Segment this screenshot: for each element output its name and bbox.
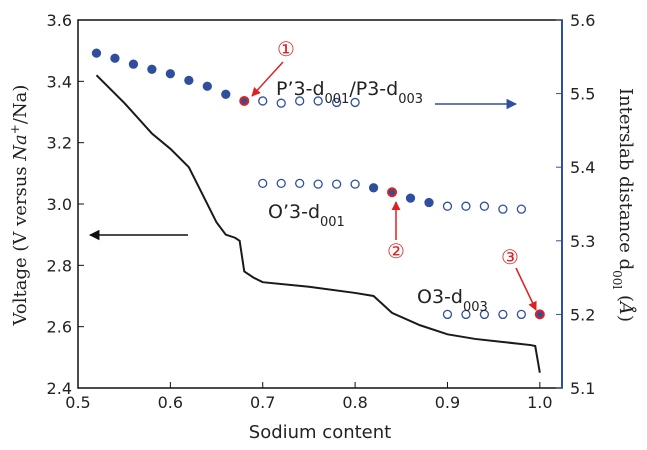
label-part: /P3-d [349,78,398,100]
data-point [239,95,250,106]
data-point [516,204,527,214]
y-tick-label: 3.4 [47,72,72,91]
y-tick-label: 2.4 [47,379,72,398]
phase-label: O’3-d001 [268,201,345,230]
data-point [295,178,305,189]
data-point [479,309,490,320]
data-point [442,201,453,211]
y2-tick-label: 5.1 [570,379,595,398]
data-point [461,201,471,211]
label-part: Interslab distance d [615,88,636,270]
y-tick-label: 3.6 [47,11,72,30]
data-point [258,96,268,106]
label-part: /Na) [10,85,31,125]
data-point [165,69,176,79]
data-point [461,309,471,320]
data-point [110,53,120,63]
data-point [331,97,342,108]
data-point [350,97,360,108]
data-point [202,81,212,91]
annotation: ③ [501,245,519,269]
y2-tick-label: 5.4 [570,158,595,177]
voltage-curve [95,74,541,373]
data-point [498,309,508,320]
data-point [498,204,508,214]
x-tick-label: 0.9 [435,393,460,412]
plot-frame [77,19,563,389]
x-tick-label: 0.6 [158,393,183,412]
y2-axis-label: Interslab distance d00l (Å) [610,88,637,322]
phase-label: P’3-d001/P3-d003 [276,78,423,107]
data-point [479,201,490,211]
label-part: 003 [463,300,488,315]
x-tick-label: 0.5 [65,393,90,412]
data-point [276,178,286,189]
label-part: 001 [325,92,350,107]
y-tick-label: 3.0 [47,195,72,214]
data-point [534,309,545,320]
label-part: Voltage (V versus [10,161,31,327]
y-axis-label: Voltage (V versus Na+/Na) [8,85,31,327]
data-point [128,59,139,69]
label-part: ) [615,315,636,322]
y-tick-label: 2.6 [47,318,72,337]
phase-label: O3-d003 [417,286,488,315]
x-tick-label: 0.7 [250,393,275,412]
arrow [515,267,537,311]
label-part: P’3-d [276,78,325,100]
data-point [184,75,194,86]
x-axis-label: Sodium content [249,422,391,443]
data-point [295,96,305,106]
label-part: 003 [398,92,423,107]
data-point [258,178,268,189]
label-part: 001 [320,215,345,230]
data-point [221,89,231,99]
data-point [387,187,398,198]
x-tick-label: 0.8 [342,393,367,412]
data-point [331,179,342,189]
arrow [251,61,284,97]
data-point [424,197,434,208]
label-part: O3-d [417,286,463,308]
label-part: Å [615,300,637,315]
y2-tick-label: 5.2 [570,305,595,324]
annotation: ① [277,37,295,61]
data-point [368,183,379,193]
y2-tick-label: 5.6 [570,11,595,30]
x-tick-label: 1.0 [527,393,552,412]
data-point [516,309,527,320]
label-part: + [8,124,22,134]
data-point [313,96,323,106]
label-part: Na [10,134,31,161]
data-point [350,179,360,189]
label-part: O’3-d [268,201,320,223]
label-part: 00l [610,270,624,289]
label-part: ( [615,289,636,302]
data-point [91,48,102,58]
y-tick-label: 2.8 [47,256,72,275]
data-point [276,98,286,108]
data-point [442,309,453,320]
annotation: ② [387,239,405,263]
data-point [147,64,157,74]
y2-tick-label: 5.3 [570,232,595,251]
y-tick-label: 3.2 [47,134,72,153]
data-point [405,193,416,203]
y2-tick-label: 5.5 [570,85,595,104]
data-point [313,179,323,189]
